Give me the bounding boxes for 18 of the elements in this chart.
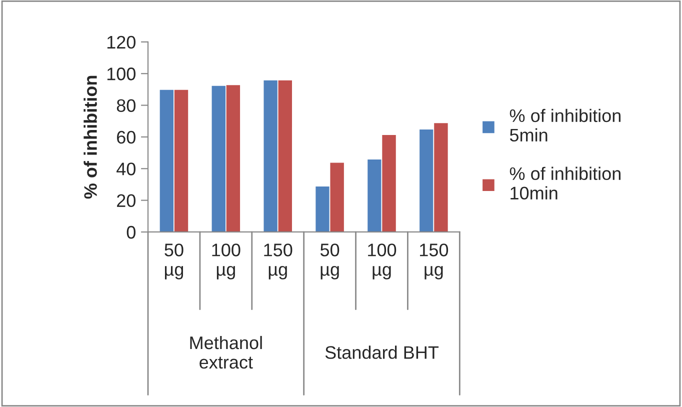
y-tick-label: 120 [107,36,136,49]
x-tick-label: 50 µg [320,244,340,280]
y-tick-label: 60 [117,130,136,144]
text: Methanol extract [190,336,262,369]
text: Standard BHT [325,346,439,359]
y-tick-label: 0 [126,226,136,239]
y-axis-title: % of inhibition [84,76,97,199]
y-tick-label: 20 [117,194,136,208]
legend-label: % of inhibition 5min [510,108,620,142]
x-tick-label: 150 µg [264,244,292,280]
legend-label: % of inhibition 10min [510,166,620,200]
x-tick-label: 150 µg [420,244,448,280]
y-tick-label: 100 [107,68,136,80]
x-tick-label: 100 µg [368,244,396,280]
y-tick-label: 40 [116,162,136,176]
x-tick-label: 50 µg [164,244,184,280]
x-tick-label: 100 µg [212,244,240,280]
y-tick-label: 80 [116,99,136,112]
